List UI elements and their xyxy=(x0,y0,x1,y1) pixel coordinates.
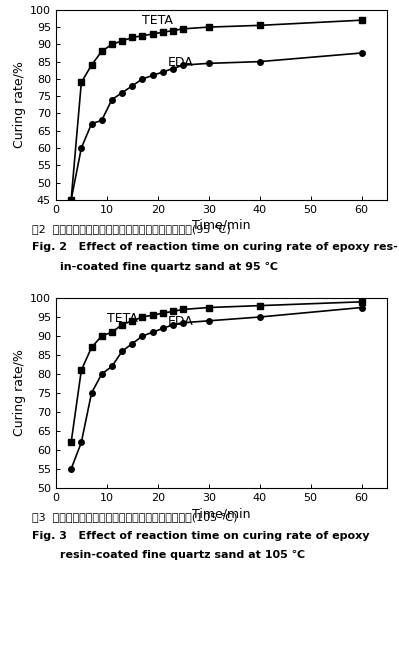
Text: in-coated fine quartz sand at 95 ℃: in-coated fine quartz sand at 95 ℃ xyxy=(60,262,278,272)
Y-axis label: Curing rate/%: Curing rate/% xyxy=(13,350,26,436)
Text: resin-coated fine quartz sand at 105 ℃: resin-coated fine quartz sand at 105 ℃ xyxy=(60,550,305,560)
Text: EDA: EDA xyxy=(168,56,194,69)
Text: TETA: TETA xyxy=(142,14,173,27)
Text: 图2  反应时间对环氧树脂包覆细石英沙固化率的影响(95 ℃): 图2 反应时间对环氧树脂包覆细石英沙固化率的影响(95 ℃) xyxy=(32,224,231,234)
Y-axis label: Curing rate/%: Curing rate/% xyxy=(13,62,26,148)
Text: 图3  反应时间对环氧树脂包覆细石英沙固化率的影响(105 ℃): 图3 反应时间对环氧树脂包覆细石英沙固化率的影响(105 ℃) xyxy=(32,512,237,522)
Text: Fig. 3   Effect of reaction time on curing rate of epoxy: Fig. 3 Effect of reaction time on curing… xyxy=(32,531,369,540)
Text: TETA: TETA xyxy=(107,312,138,325)
Text: EDA: EDA xyxy=(168,316,194,328)
X-axis label: Time/min: Time/min xyxy=(192,219,251,232)
Text: Fig. 2   Effect of reaction time on curing rate of epoxy res-: Fig. 2 Effect of reaction time on curing… xyxy=(32,242,398,252)
X-axis label: Time/min: Time/min xyxy=(192,507,251,520)
